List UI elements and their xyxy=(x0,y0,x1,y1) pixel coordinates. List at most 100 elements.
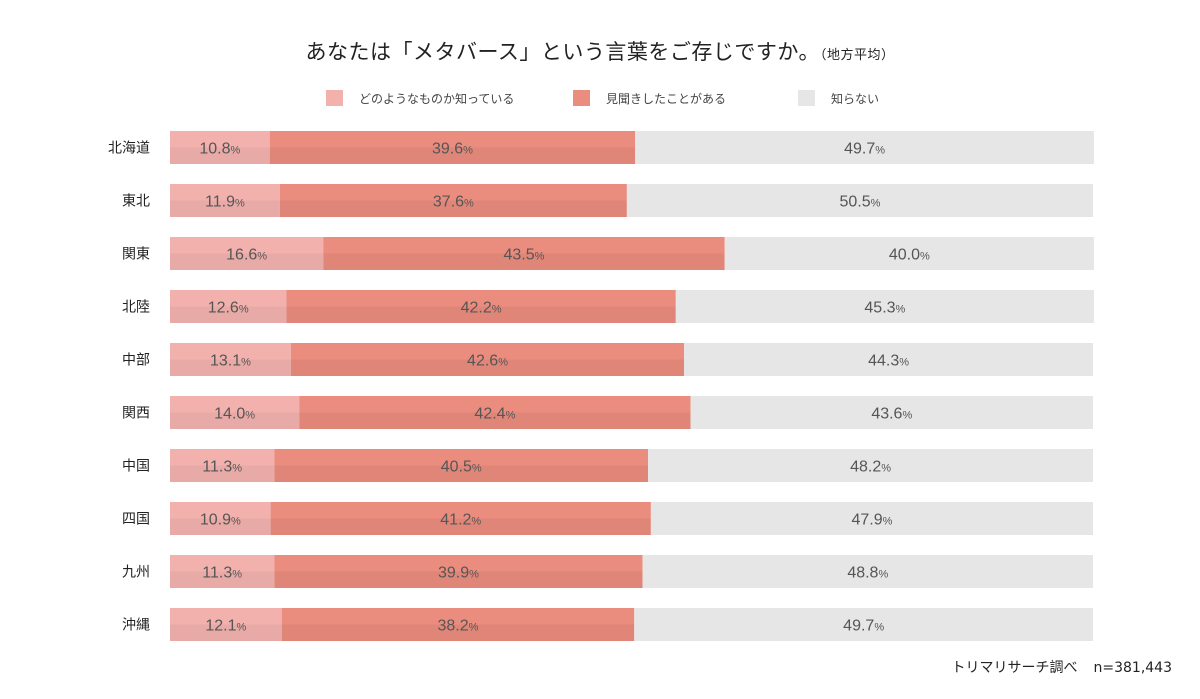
bar-segment-known xyxy=(170,343,291,376)
bar-shade-heard xyxy=(274,571,643,588)
category-label: 北陸 xyxy=(122,300,150,316)
value-label: 50.5% xyxy=(839,194,880,211)
bar-segment-known xyxy=(170,608,282,641)
chart-subtitle: （地方平均） xyxy=(820,48,895,63)
bar-segment-heard xyxy=(274,449,649,482)
bar-shade-heard xyxy=(270,518,651,535)
bar-shade-heard xyxy=(274,465,649,482)
bar-segment-unknown xyxy=(690,396,1093,429)
value-label: 43.6% xyxy=(871,406,912,423)
bar-shade-heard xyxy=(279,200,627,217)
value-label: 10.9% xyxy=(200,512,241,529)
bar-segment-unknown xyxy=(648,449,1093,482)
value-label: 13.1% xyxy=(210,353,251,370)
value-label: 48.8% xyxy=(847,565,888,582)
bar-shade-heard xyxy=(281,624,635,641)
category-label: 中国 xyxy=(122,459,150,475)
bar-segment-heard xyxy=(269,131,636,164)
value-label: 49.7% xyxy=(843,618,884,635)
value-label: 39.9% xyxy=(438,565,479,582)
bar-segment-heard xyxy=(299,396,691,429)
bar-shade-known xyxy=(170,359,291,376)
value-label: 42.4% xyxy=(474,406,515,423)
value-label: 12.1% xyxy=(205,618,246,635)
value-label: 40.5% xyxy=(441,459,482,476)
value-label: 39.6% xyxy=(432,141,473,158)
value-label: 42.2% xyxy=(461,300,502,317)
legend-label-known: どのようなものか知っている xyxy=(359,91,515,106)
bar-segment-known xyxy=(170,184,280,217)
bar-segment-unknown xyxy=(724,237,1094,270)
bar-segment-heard xyxy=(274,555,643,588)
bar-segment-heard xyxy=(270,502,651,535)
bar-segment-unknown xyxy=(634,608,1093,641)
sample-size: n=381,443 xyxy=(1093,660,1173,676)
bar-shade-heard xyxy=(290,359,685,376)
value-label: 10.8% xyxy=(199,141,240,158)
category-label: 沖縄 xyxy=(122,618,150,634)
source-note: トリマリサーチ調べ xyxy=(951,660,1078,676)
bar-segment-unknown xyxy=(684,343,1093,376)
value-label: 37.6% xyxy=(433,194,474,211)
value-label: 48.2% xyxy=(850,459,891,476)
bar-segment-heard xyxy=(281,608,635,641)
bar-segment-known xyxy=(170,555,275,588)
value-label: 11.9% xyxy=(205,194,245,211)
bar-segment-heard xyxy=(290,343,685,376)
legend-swatch-unknown xyxy=(798,90,815,106)
bar-segment-heard xyxy=(279,184,627,217)
legend-swatch-heard xyxy=(573,90,590,106)
bar-segment-known xyxy=(170,502,271,535)
bar-segment-known xyxy=(170,449,275,482)
bar-segment-unknown xyxy=(650,502,1093,535)
bar-segment-known xyxy=(170,396,300,429)
value-label: 40.0% xyxy=(889,247,930,264)
value-label: 41.2% xyxy=(440,512,481,529)
bar-segment-heard xyxy=(323,237,725,270)
category-label: 東北 xyxy=(122,194,150,210)
bar-shade-known xyxy=(170,465,275,482)
bar-segment-unknown xyxy=(642,555,1093,588)
category-label: 中部 xyxy=(122,353,150,369)
bar-segment-known xyxy=(170,290,287,323)
legend-swatch-known xyxy=(326,90,343,106)
bar-segment-heard xyxy=(286,290,676,323)
category-label: 関西 xyxy=(122,406,150,422)
value-label: 49.7% xyxy=(844,141,885,158)
value-label: 14.0% xyxy=(214,406,255,423)
value-label: 38.2% xyxy=(438,618,479,635)
bar-shade-known xyxy=(170,624,282,641)
value-label: 11.3% xyxy=(202,565,242,582)
bar-segment-unknown xyxy=(635,131,1094,164)
value-label: 12.6% xyxy=(208,300,249,317)
chart-footer: トリマリサーチ調べ n=381,443 xyxy=(952,657,1173,677)
bar-segment-known xyxy=(170,131,270,164)
category-label: 北海道 xyxy=(108,141,150,157)
legend-label-heard: 見聞きしたことがある xyxy=(606,91,727,106)
bar-shade-known xyxy=(170,571,275,588)
legend-item-known: どのようなものか知っている xyxy=(326,90,514,106)
bar-shade-known xyxy=(170,147,270,164)
legend-item-unknown: 知らない xyxy=(798,90,879,106)
value-label: 45.3% xyxy=(864,300,905,317)
legend-label-unknown: 知らない xyxy=(831,91,880,106)
bar-shade-known xyxy=(170,253,324,270)
value-label: 16.6% xyxy=(226,247,267,264)
value-label: 44.3% xyxy=(868,353,909,370)
bar-shade-known xyxy=(170,200,280,217)
category-label: 九州 xyxy=(122,565,150,581)
value-label: 11.3% xyxy=(202,459,242,476)
bar-segment-unknown xyxy=(626,184,1093,217)
value-label: 42.6% xyxy=(467,353,508,370)
bar-shade-known xyxy=(170,306,287,323)
legend-item-heard: 見聞きしたことがある xyxy=(573,90,726,106)
bar-shade-heard xyxy=(286,306,676,323)
bar-shade-known xyxy=(170,412,300,429)
bar-shade-heard xyxy=(269,147,636,164)
value-label: 43.5% xyxy=(504,247,545,264)
bar-segment-unknown xyxy=(675,290,1094,323)
value-label: 47.9% xyxy=(851,512,892,529)
bar-shade-heard xyxy=(323,253,725,270)
bar-segment-known xyxy=(170,237,324,270)
